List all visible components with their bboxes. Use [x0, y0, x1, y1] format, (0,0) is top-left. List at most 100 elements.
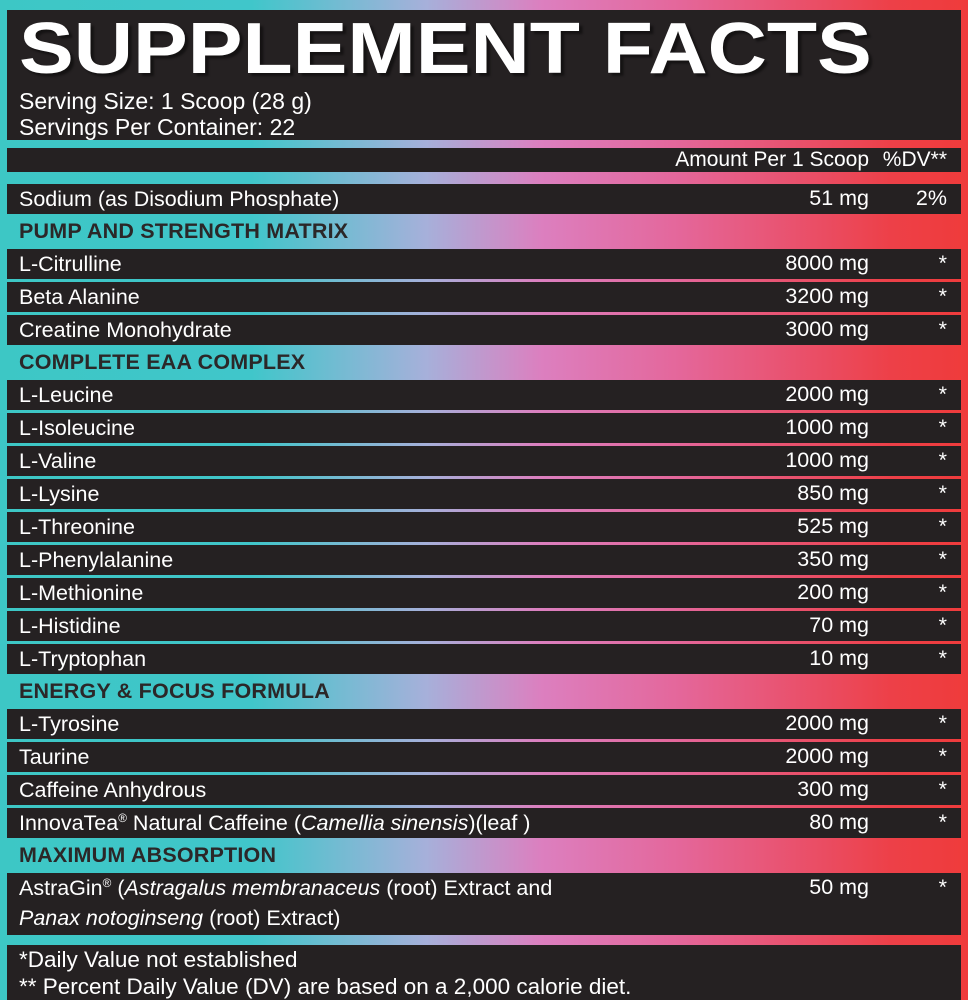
ingredient-name-line: InnovaTea® Natural Caffeine (Camellia si…	[19, 808, 669, 838]
ingredient-name: InnovaTea® Natural Caffeine (Camellia si…	[19, 808, 669, 838]
ingredient-dv: *	[869, 578, 947, 607]
amount-column-label: Amount Per 1 Scoop	[669, 148, 869, 172]
ingredient-name: Beta Alanine	[19, 282, 669, 312]
ingredient-name-line: Panax notoginseng (root) Extract)	[19, 903, 669, 933]
serving-size-line: Serving Size: 1 Scoop (28 g)	[19, 88, 951, 114]
ingredient-dv: *	[869, 742, 947, 771]
ingredient-name-line: L-Valine	[19, 446, 669, 476]
ingredient-name-line: Beta Alanine	[19, 282, 669, 312]
ingredient-dv: *	[869, 479, 947, 508]
footnote-line-1: *Daily Value not established	[19, 947, 949, 974]
section-title: ENERGY & FOCUS FORMULA	[19, 679, 330, 704]
ingredient-name-line: Caffeine Anhydrous	[19, 775, 669, 805]
ingredient-dv: *	[869, 282, 947, 311]
label-title: SUPPLEMENT FACTS	[19, 10, 872, 88]
ingredient-amount: 1000 mg	[669, 446, 869, 475]
ingredient-amount: 2000 mg	[669, 380, 869, 409]
ingredient-amount: 3200 mg	[669, 282, 869, 311]
ingredient-dv: *	[869, 644, 947, 673]
ingredient-dv: *	[869, 545, 947, 574]
ingredient-dv: *	[869, 380, 947, 409]
ingredient-amount: 70 mg	[669, 611, 869, 640]
ingredient-name-line: L-Lysine	[19, 479, 669, 509]
ingredient-amount: 3000 mg	[669, 315, 869, 344]
ingredient-name: AstraGin® (Astragalus membranaceus (root…	[19, 873, 669, 933]
section-header: ENERGY & FOCUS FORMULA	[7, 677, 961, 706]
ingredient-dv: *	[869, 512, 947, 541]
servings-per-container-line: Servings Per Container: 22	[19, 114, 951, 140]
ingredient-dv: *	[869, 413, 947, 442]
ingredient-amount: 2000 mg	[669, 709, 869, 738]
footnote-line-2: ** Percent Daily Value (DV) are based on…	[19, 974, 949, 1000]
ingredient-dv: *	[869, 775, 947, 804]
ingredient-name: L-Valine	[19, 446, 669, 476]
ingredient-amount: 525 mg	[669, 512, 869, 541]
footnotes: *Daily Value not established ** Percent …	[7, 945, 961, 1000]
ingredient-name: L-Citrulline	[19, 249, 669, 279]
ingredient-name: Taurine	[19, 742, 669, 772]
section-title: PUMP AND STRENGTH MATRIX	[19, 219, 348, 244]
supplement-facts-panel: SUPPLEMENT FACTS Serving Size: 1 Scoop (…	[7, 10, 961, 988]
ingredient-dv: *	[869, 709, 947, 738]
ingredient-name-line: L-Leucine	[19, 380, 669, 410]
ingredient-name-line: Taurine	[19, 742, 669, 772]
ingredient-name: L-Lysine	[19, 479, 669, 509]
section-header: COMPLETE EAA COMPLEX	[7, 348, 961, 377]
label-header: SUPPLEMENT FACTS Serving Size: 1 Scoop (…	[7, 10, 961, 140]
ingredient-amount: 80 mg	[669, 808, 869, 837]
section-title: COMPLETE EAA COMPLEX	[19, 350, 305, 375]
ingredient-name: L-Histidine	[19, 611, 669, 641]
section-header: MAXIMUM ABSORPTION	[7, 841, 961, 870]
ingredient-row: AstraGin® (Astragalus membranaceus (root…	[7, 873, 961, 935]
ingredient-name: L-Threonine	[19, 512, 669, 542]
ingredient-name-line: L-Tryptophan	[19, 644, 669, 674]
ingredient-name-line: L-Phenylalanine	[19, 545, 669, 575]
column-header-row: Amount Per 1 Scoop %DV**	[7, 148, 961, 172]
ingredient-amount: 51 mg	[669, 184, 869, 213]
ingredient-name: L-Methionine	[19, 578, 669, 608]
ingredient-amount: 850 mg	[669, 479, 869, 508]
ingredient-name: Sodium (as Disodium Phosphate)	[19, 184, 669, 214]
ingredient-name: L-Leucine	[19, 380, 669, 410]
ingredient-row: InnovaTea® Natural Caffeine (Camellia si…	[7, 808, 961, 838]
ingredient-dv: *	[869, 249, 947, 278]
ingredient-name-line: Sodium (as Disodium Phosphate)	[19, 184, 669, 214]
ingredient-amount: 10 mg	[669, 644, 869, 673]
ingredient-amount: 1000 mg	[669, 413, 869, 442]
ingredient-name-line: L-Threonine	[19, 512, 669, 542]
ingredient-amount: 2000 mg	[669, 742, 869, 771]
ingredient-dv: *	[869, 315, 947, 344]
ingredient-dv: *	[869, 446, 947, 475]
ingredient-name: L-Tryptophan	[19, 644, 669, 674]
ingredient-name: Caffeine Anhydrous	[19, 775, 669, 805]
section-header: PUMP AND STRENGTH MATRIX	[7, 217, 961, 246]
ingredient-name-line: AstraGin® (Astragalus membranaceus (root…	[19, 873, 669, 903]
ingredient-name-line: L-Methionine	[19, 578, 669, 608]
ingredient-name: L-Isoleucine	[19, 413, 669, 443]
ingredient-name-line: L-Citrulline	[19, 249, 669, 279]
ingredient-dv: *	[869, 873, 947, 902]
ingredient-dv: 2%	[869, 184, 947, 213]
ingredient-dv: *	[869, 808, 947, 837]
section-title: MAXIMUM ABSORPTION	[19, 843, 276, 868]
ingredient-name-line: L-Isoleucine	[19, 413, 669, 443]
ingredient-name: L-Tyrosine	[19, 709, 669, 739]
ingredient-name-line: L-Tyrosine	[19, 709, 669, 739]
ingredient-amount: 200 mg	[669, 578, 869, 607]
ingredient-name: Creatine Monohydrate	[19, 315, 669, 345]
